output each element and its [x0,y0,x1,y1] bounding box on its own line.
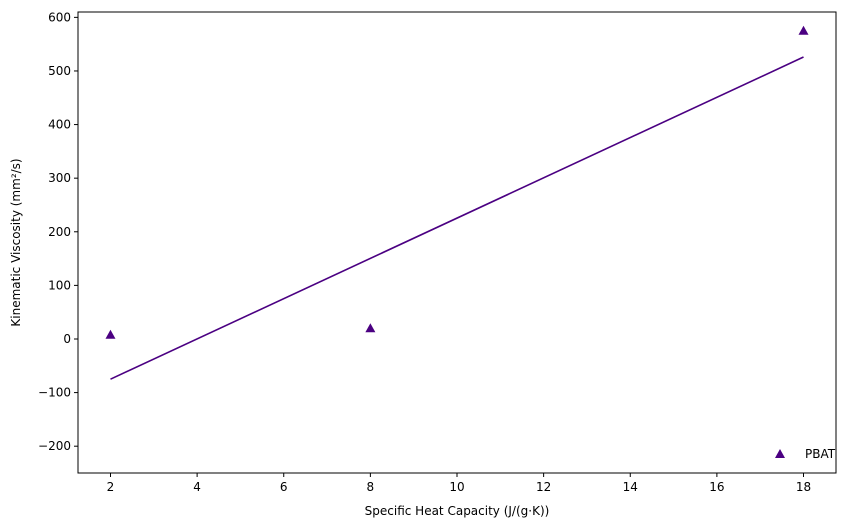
y-tick-label: 100 [48,278,71,292]
x-axis: 2 4 6 8 10 12 14 16 18 [107,473,811,494]
legend-label-pbat: PBAT [805,447,836,461]
y-tick-label: 300 [48,171,71,185]
y-tick-label: 500 [48,64,71,78]
y-axis: −200 −100 0 100 200 300 400 500 600 [38,10,78,453]
x-tick-label: 2 [107,480,115,494]
y-axis-label: Kinematic Viscosity (mm²/s) [9,158,23,326]
x-axis-label: Specific Heat Capacity (J/(g·K)) [365,504,550,518]
y-tick-label: 200 [48,225,71,239]
y-tick-label: −200 [38,439,71,453]
plot-frame [77,11,837,474]
x-tick-label: 18 [796,480,811,494]
data-point [105,329,116,339]
data-point [365,323,376,333]
legend-marker-pbat [775,449,785,458]
y-tick-label: 400 [48,118,71,132]
data-point [798,25,809,35]
legend: PBAT [775,447,836,461]
y-tick-label: −100 [38,386,71,400]
x-tick-label: 8 [367,480,375,494]
x-tick-label: 16 [709,480,724,494]
x-tick-label: 4 [193,480,201,494]
x-tick-label: 14 [623,480,638,494]
x-tick-label: 12 [536,480,551,494]
y-tick-label: 0 [63,332,71,346]
x-tick-label: 10 [449,480,464,494]
x-tick-label: 6 [280,480,288,494]
trend-line [110,56,804,380]
plot-content [105,25,809,380]
y-tick-label: 600 [48,10,71,24]
